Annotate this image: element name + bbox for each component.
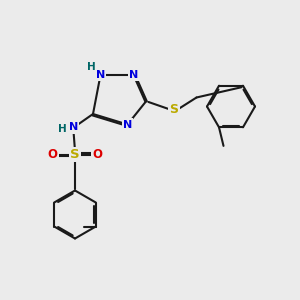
Text: N: N (123, 119, 132, 130)
Text: N: N (96, 70, 105, 80)
Text: N: N (69, 122, 78, 133)
Text: O: O (47, 148, 58, 161)
Text: O: O (92, 148, 103, 161)
Text: S: S (70, 148, 80, 161)
Text: H: H (58, 124, 67, 134)
Text: S: S (169, 103, 178, 116)
Text: N: N (129, 70, 138, 80)
Text: H: H (86, 61, 95, 72)
